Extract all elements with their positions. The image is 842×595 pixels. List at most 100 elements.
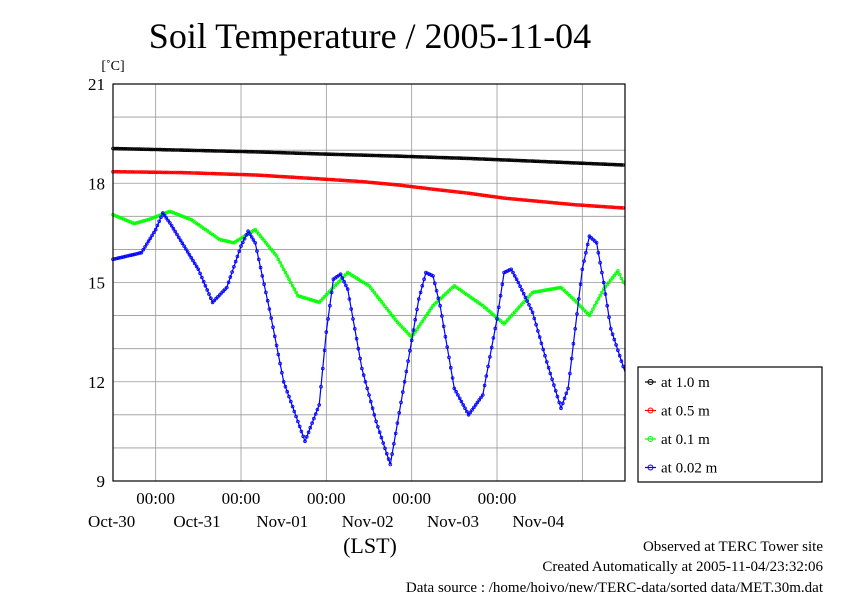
data-point	[445, 155, 450, 160]
data-point	[415, 327, 419, 332]
data-point	[210, 171, 215, 176]
data-point	[253, 150, 258, 154]
data-point	[557, 400, 561, 405]
data-point	[596, 162, 601, 166]
data-point	[253, 227, 258, 232]
data-point	[344, 178, 348, 183]
data-point	[402, 184, 407, 188]
data-point	[395, 183, 400, 187]
data-point	[256, 150, 261, 154]
data-point	[619, 276, 624, 281]
data-point	[177, 213, 181, 217]
data-point	[319, 298, 323, 303]
data-point	[400, 325, 405, 330]
data-point	[447, 189, 451, 193]
data-point	[345, 178, 350, 183]
data-point	[251, 150, 256, 154]
data-point	[166, 148, 170, 152]
data-point	[504, 158, 508, 162]
data-point	[399, 324, 403, 328]
data-point	[608, 162, 613, 167]
data-point	[237, 149, 242, 154]
data-point	[256, 173, 261, 178]
data-point	[285, 274, 290, 278]
data-point	[264, 150, 268, 155]
data-point	[512, 310, 517, 314]
data-point	[269, 174, 274, 178]
data-point	[601, 204, 606, 209]
data-point	[134, 170, 138, 174]
data-point	[324, 152, 329, 156]
data-point	[461, 156, 466, 161]
data-point	[237, 172, 242, 177]
data-point	[285, 175, 290, 179]
data-point	[171, 170, 176, 175]
data-point	[392, 315, 396, 320]
data-point	[528, 159, 533, 163]
data-point	[207, 171, 211, 176]
data-point	[120, 170, 124, 174]
data-point	[587, 203, 592, 208]
plot-frame	[112, 83, 626, 482]
data-point	[324, 177, 329, 182]
series-at-0-5-m	[111, 169, 626, 210]
data-point	[157, 147, 162, 152]
data-point	[233, 259, 238, 264]
data-point	[544, 360, 549, 364]
data-point	[159, 147, 163, 152]
data-point	[612, 273, 617, 278]
data-point	[544, 159, 549, 164]
data-point	[406, 184, 410, 189]
data-point	[123, 254, 128, 259]
data-point	[184, 247, 188, 251]
data-point	[145, 147, 149, 152]
data-point	[608, 326, 613, 331]
data-point	[527, 198, 531, 203]
data-point	[171, 210, 176, 215]
data-point	[400, 183, 405, 188]
data-point	[424, 314, 428, 318]
data-point	[585, 203, 590, 208]
data-point	[127, 147, 131, 151]
data-point	[145, 242, 149, 246]
data-point	[274, 343, 279, 348]
data-point	[356, 346, 361, 351]
data-point	[392, 441, 396, 446]
data-point	[223, 149, 227, 153]
data-point	[537, 335, 542, 339]
data-point	[587, 313, 592, 318]
data-point	[264, 241, 268, 245]
data-point	[399, 400, 403, 405]
data-point	[489, 194, 494, 199]
data-point	[564, 160, 569, 165]
data-point	[505, 269, 510, 273]
data-point	[573, 203, 577, 207]
data-point	[523, 295, 528, 300]
data-point	[228, 240, 233, 244]
data-point	[136, 220, 140, 225]
data-point	[605, 282, 609, 287]
data-point	[312, 151, 316, 156]
data-point	[587, 161, 592, 166]
chart-title: Soil Temperature / 2005-11-04	[149, 16, 591, 56]
data-point	[452, 386, 457, 391]
data-point	[434, 288, 439, 293]
data-point	[164, 210, 169, 215]
series-at-0-1-m	[111, 209, 626, 339]
data-point	[127, 170, 131, 174]
data-point	[541, 159, 545, 164]
data-point	[129, 253, 133, 258]
data-point	[395, 320, 400, 325]
data-point	[528, 306, 533, 311]
data-point	[422, 155, 426, 159]
data-point	[431, 155, 435, 160]
data-point	[306, 176, 311, 181]
data-point	[399, 183, 403, 188]
data-point	[221, 172, 226, 176]
data-point	[539, 289, 544, 293]
data-point	[480, 157, 485, 161]
data-point	[134, 147, 138, 151]
data-point	[418, 155, 423, 159]
data-point	[225, 149, 229, 154]
data-point	[162, 147, 167, 152]
